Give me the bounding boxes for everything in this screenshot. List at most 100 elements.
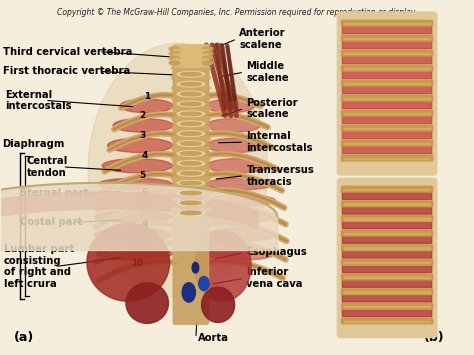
Ellipse shape bbox=[181, 122, 201, 126]
Ellipse shape bbox=[169, 51, 180, 56]
Bar bbox=[344, 233, 430, 234]
Text: Internal
intercostals: Internal intercostals bbox=[246, 131, 313, 153]
Ellipse shape bbox=[169, 56, 180, 60]
Ellipse shape bbox=[172, 157, 180, 160]
Ellipse shape bbox=[177, 190, 205, 196]
FancyBboxPatch shape bbox=[341, 245, 433, 251]
FancyBboxPatch shape bbox=[342, 220, 432, 229]
Ellipse shape bbox=[202, 66, 210, 70]
Ellipse shape bbox=[102, 159, 173, 173]
FancyBboxPatch shape bbox=[342, 25, 432, 34]
Ellipse shape bbox=[181, 142, 201, 145]
Ellipse shape bbox=[169, 61, 180, 65]
Ellipse shape bbox=[202, 197, 210, 201]
Text: 3: 3 bbox=[139, 131, 146, 140]
Text: Aorta: Aorta bbox=[198, 333, 229, 343]
Ellipse shape bbox=[172, 66, 180, 70]
Ellipse shape bbox=[181, 211, 201, 215]
Text: 10: 10 bbox=[131, 258, 143, 268]
Ellipse shape bbox=[120, 99, 173, 113]
Ellipse shape bbox=[177, 121, 205, 127]
Ellipse shape bbox=[202, 177, 210, 181]
FancyBboxPatch shape bbox=[342, 279, 432, 287]
Ellipse shape bbox=[201, 287, 235, 322]
Ellipse shape bbox=[206, 119, 261, 132]
Ellipse shape bbox=[88, 43, 268, 298]
Ellipse shape bbox=[177, 151, 205, 156]
Ellipse shape bbox=[177, 180, 205, 186]
Ellipse shape bbox=[206, 99, 255, 113]
Ellipse shape bbox=[177, 91, 205, 97]
Ellipse shape bbox=[202, 86, 210, 90]
Bar bbox=[344, 321, 430, 322]
Ellipse shape bbox=[177, 111, 205, 117]
Ellipse shape bbox=[177, 210, 205, 216]
Text: 5: 5 bbox=[139, 171, 146, 180]
FancyBboxPatch shape bbox=[342, 115, 432, 124]
Bar bbox=[344, 38, 430, 39]
Ellipse shape bbox=[172, 106, 180, 110]
FancyBboxPatch shape bbox=[342, 55, 432, 64]
FancyBboxPatch shape bbox=[173, 50, 208, 58]
FancyBboxPatch shape bbox=[337, 178, 437, 338]
Text: 2: 2 bbox=[139, 111, 146, 120]
Text: 6: 6 bbox=[142, 188, 148, 197]
Ellipse shape bbox=[206, 178, 273, 190]
Text: First thoracic vertebra: First thoracic vertebra bbox=[2, 66, 130, 76]
Ellipse shape bbox=[172, 208, 180, 211]
Ellipse shape bbox=[181, 181, 201, 185]
Ellipse shape bbox=[202, 97, 210, 100]
Ellipse shape bbox=[206, 211, 277, 223]
Ellipse shape bbox=[181, 171, 201, 175]
Ellipse shape bbox=[95, 228, 172, 241]
Text: 9: 9 bbox=[139, 240, 146, 248]
FancyBboxPatch shape bbox=[342, 40, 432, 49]
Ellipse shape bbox=[192, 262, 199, 273]
Ellipse shape bbox=[181, 162, 201, 165]
Bar bbox=[344, 83, 430, 84]
Ellipse shape bbox=[181, 112, 201, 116]
Bar bbox=[344, 113, 430, 114]
FancyBboxPatch shape bbox=[341, 80, 433, 86]
FancyBboxPatch shape bbox=[341, 140, 433, 146]
Ellipse shape bbox=[172, 76, 180, 80]
FancyBboxPatch shape bbox=[341, 110, 433, 116]
Ellipse shape bbox=[181, 72, 201, 76]
Text: Costal part: Costal part bbox=[19, 217, 82, 228]
FancyBboxPatch shape bbox=[341, 186, 433, 192]
Ellipse shape bbox=[172, 187, 180, 191]
FancyBboxPatch shape bbox=[341, 50, 433, 56]
Ellipse shape bbox=[172, 197, 180, 201]
Text: External
intercostals: External intercostals bbox=[5, 89, 72, 111]
FancyBboxPatch shape bbox=[341, 260, 433, 265]
FancyBboxPatch shape bbox=[342, 264, 432, 273]
Bar bbox=[344, 291, 430, 293]
Ellipse shape bbox=[172, 127, 180, 130]
Text: Transversus
thoracis: Transversus thoracis bbox=[246, 165, 314, 186]
Text: Sternal part: Sternal part bbox=[19, 188, 88, 198]
Bar bbox=[344, 128, 430, 129]
Ellipse shape bbox=[172, 167, 180, 171]
Ellipse shape bbox=[96, 195, 172, 206]
Text: Esophagus: Esophagus bbox=[246, 247, 307, 257]
Ellipse shape bbox=[97, 247, 172, 260]
Text: 8: 8 bbox=[142, 221, 148, 230]
Ellipse shape bbox=[202, 167, 210, 171]
Bar bbox=[344, 53, 430, 54]
FancyBboxPatch shape bbox=[173, 59, 208, 67]
Bar bbox=[344, 189, 430, 190]
FancyBboxPatch shape bbox=[173, 54, 208, 62]
Ellipse shape bbox=[202, 51, 213, 56]
Text: 7: 7 bbox=[139, 204, 146, 213]
Ellipse shape bbox=[202, 56, 213, 60]
Ellipse shape bbox=[177, 81, 205, 87]
Ellipse shape bbox=[181, 152, 201, 155]
Ellipse shape bbox=[199, 277, 209, 291]
FancyBboxPatch shape bbox=[341, 318, 433, 324]
Ellipse shape bbox=[202, 47, 213, 51]
Ellipse shape bbox=[202, 61, 213, 65]
Text: (a): (a) bbox=[14, 332, 34, 344]
Ellipse shape bbox=[182, 283, 195, 302]
Ellipse shape bbox=[172, 86, 180, 90]
Ellipse shape bbox=[172, 147, 180, 151]
